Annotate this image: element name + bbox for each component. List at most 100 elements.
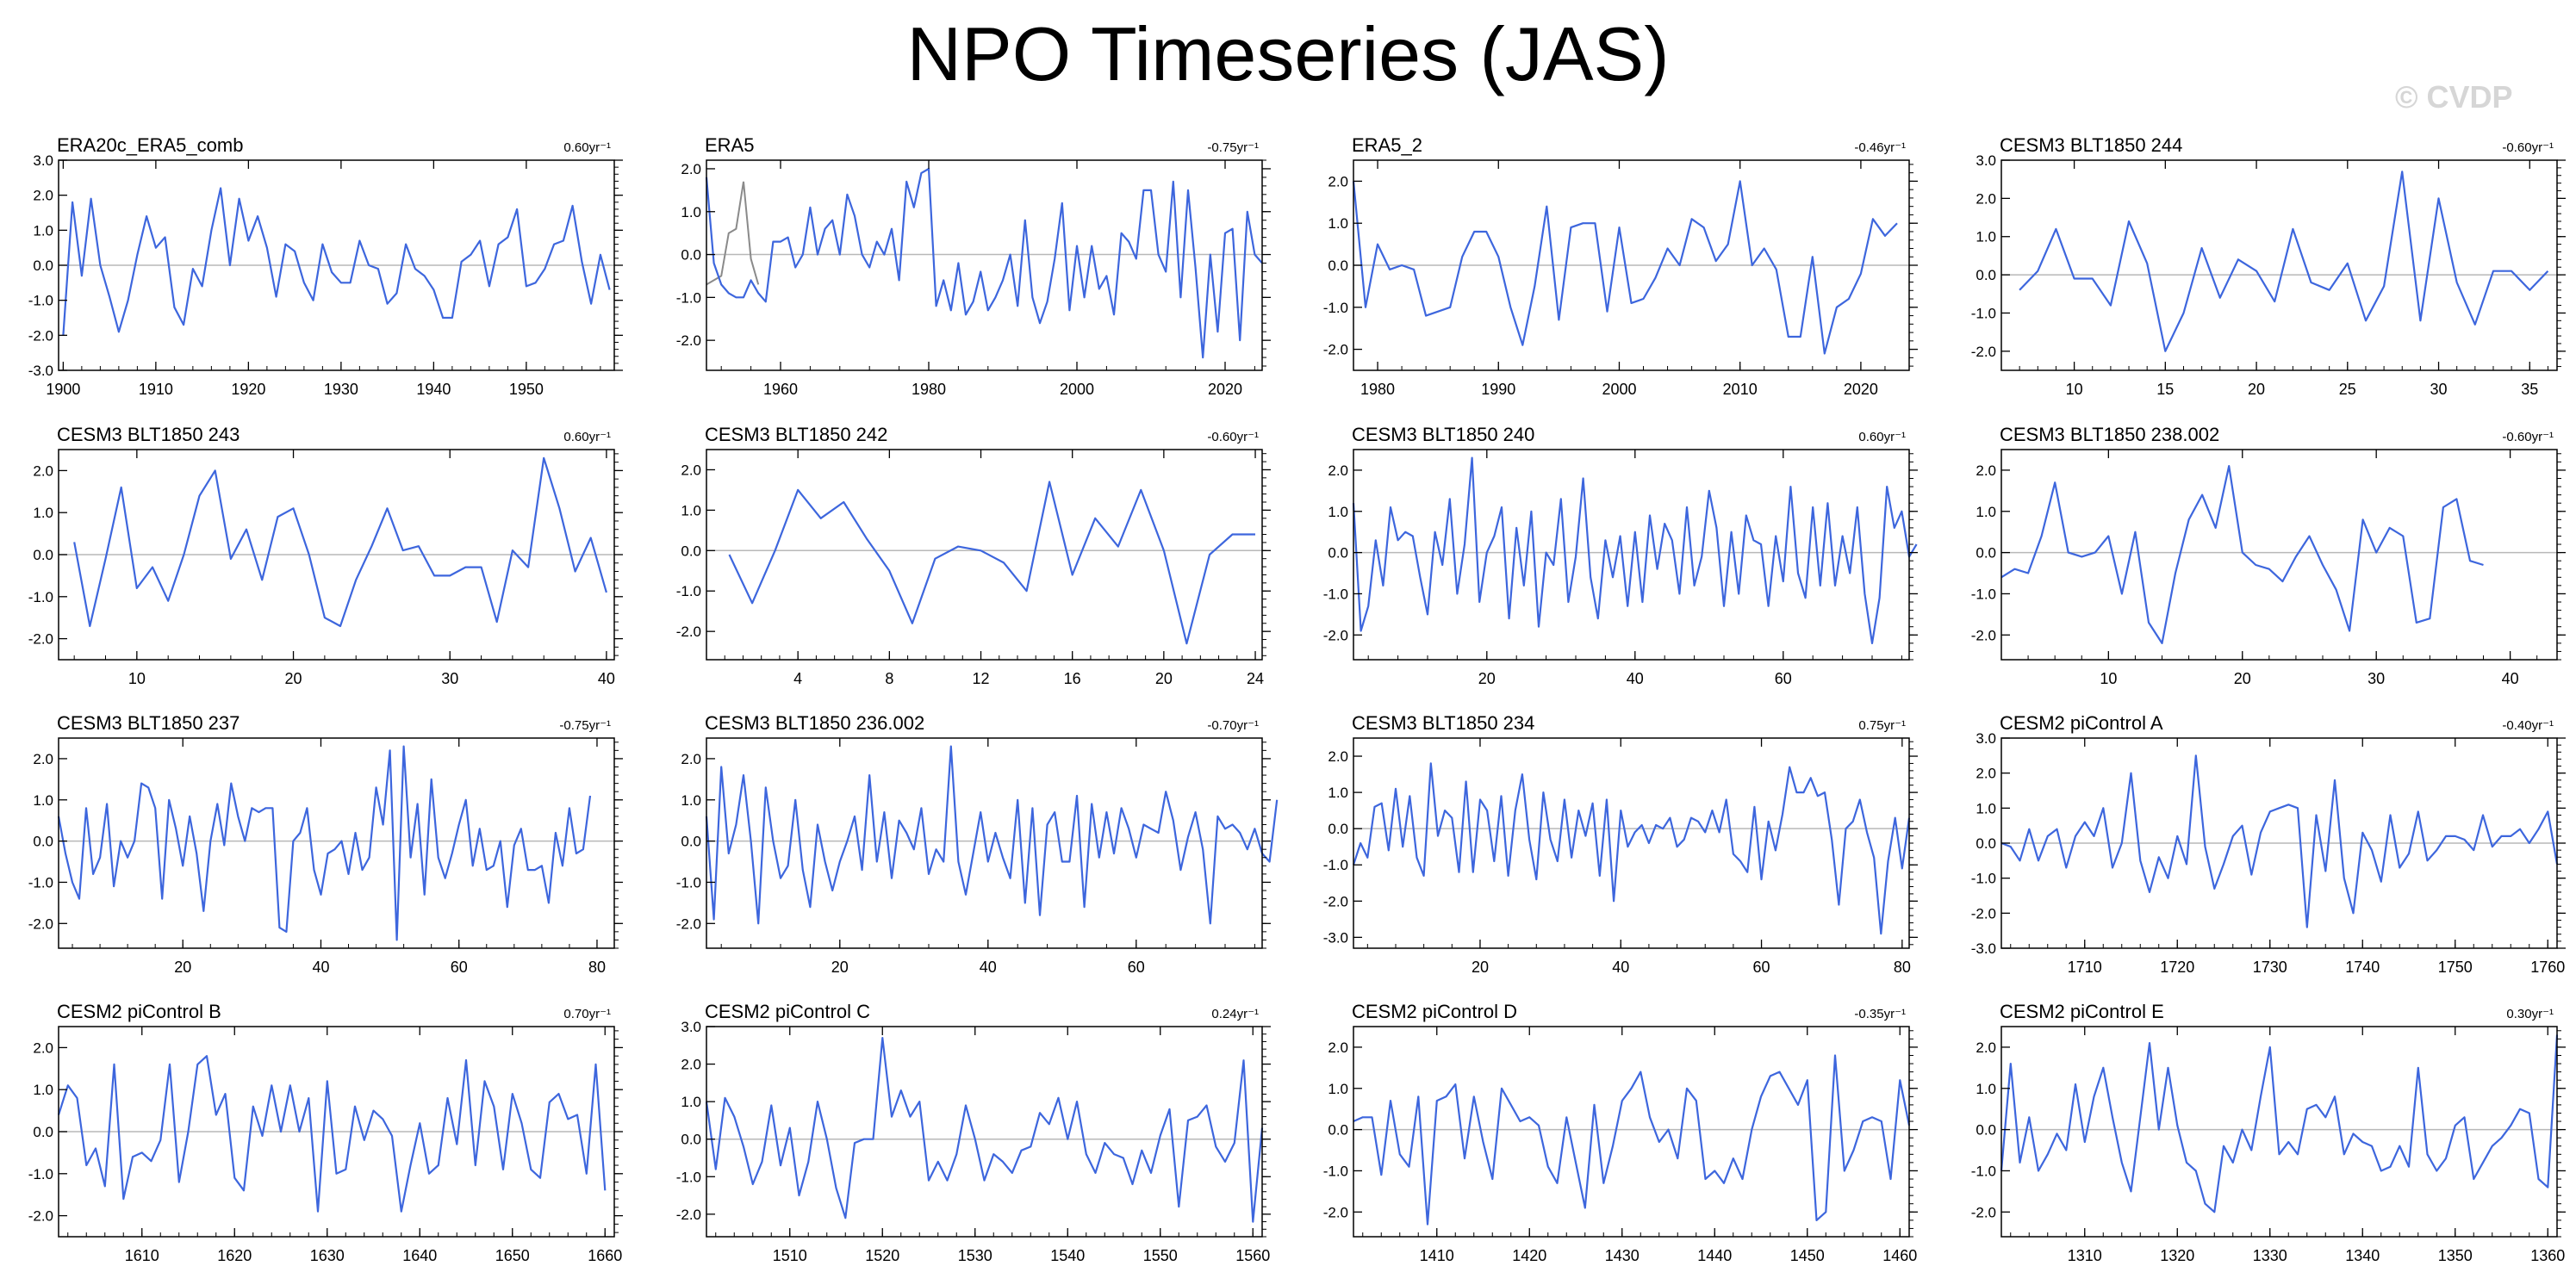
y-tick-label: 1.0 [1976, 800, 1996, 816]
y-tick-label: 3.0 [1976, 152, 1996, 169]
y-tick-label: -2.0 [28, 915, 53, 932]
y-tick-label: -1.0 [28, 1166, 53, 1182]
x-tick-label: 60 [1753, 959, 1770, 976]
y-tick-label: 3.0 [33, 152, 53, 169]
y-tick-label: 0.0 [681, 1132, 701, 1148]
x-tick-label: 40 [598, 670, 615, 687]
y-tick-label: 1.0 [681, 502, 701, 518]
series-line [62, 187, 611, 336]
y-tick-label: 2.0 [681, 751, 701, 767]
y-tick-label: 0.0 [1976, 545, 1996, 562]
y-tick-label: 2.0 [681, 161, 701, 177]
x-tick-label: 80 [1894, 959, 1911, 976]
y-tick-label: 0.0 [1328, 258, 1348, 274]
trend-label: 0.60yr⁻¹ [1858, 430, 1906, 444]
x-tick-label: 30 [2368, 670, 2385, 687]
y-tick-label: -1.0 [1323, 300, 1348, 316]
x-tick-label: 1540 [1050, 1247, 1085, 1264]
trend-label: 0.60yr⁻¹ [563, 140, 611, 155]
x-tick-label: 35 [2521, 381, 2538, 398]
y-tick-label: 1.0 [1328, 1081, 1348, 1097]
plot-frame [1353, 449, 1910, 661]
y-tick-label: 2.0 [33, 462, 53, 479]
x-tick-label: 4 [793, 670, 802, 687]
y-tick-label: 2.0 [681, 1057, 701, 1073]
y-tick-label: -2.0 [676, 1207, 701, 1223]
chart-title: CESM2 piControl E [2000, 1001, 2164, 1022]
y-tick-label: 3.0 [1976, 730, 1996, 747]
y-tick-label: -2.0 [676, 624, 701, 640]
x-tick-label: 1930 [324, 381, 358, 398]
y-tick-label: 2.0 [681, 462, 701, 478]
x-tick-label: 1330 [2253, 1247, 2287, 1264]
y-tick-label: 2.0 [1328, 462, 1348, 479]
plot-frame [706, 737, 1263, 949]
chart-panel: CESM3 BLT1850 244 -0.60yr⁻¹ -2.0 -1.0 0.0 1.0… [1971, 134, 2566, 398]
plot-frame [2000, 449, 2558, 661]
y-tick-label: -1.0 [28, 874, 53, 891]
y-tick-label: -2.0 [28, 1208, 53, 1225]
x-tick-label: 1640 [402, 1247, 437, 1264]
x-tick-label: 1650 [495, 1247, 530, 1264]
x-tick-label: 1440 [1697, 1247, 1732, 1264]
chart-panel: CESM2 piControl E 0.30yr⁻¹ -2.0 -1.0 0.0 1.0 2… [1971, 1001, 2566, 1264]
y-tick-label: -2.0 [1971, 905, 1996, 922]
series-line [728, 481, 1255, 645]
y-tick-label: -1.0 [1971, 871, 1996, 887]
chart-panel: CESM3 BLT1850 243 0.60yr⁻¹ -2.0 -1.0 0.0 1.0 2… [28, 424, 623, 687]
y-tick-label: 1.0 [681, 204, 701, 220]
series-line [2000, 754, 2559, 928]
y-tick-label: 1.0 [681, 1094, 701, 1110]
x-tick-label: 1510 [773, 1247, 807, 1264]
x-tick-label: 1980 [912, 381, 946, 398]
y-tick-label: 2.0 [1328, 173, 1348, 189]
chart-title: CESM2 piControl B [57, 1001, 221, 1022]
watermark: © CVDP [2395, 79, 2513, 115]
x-tick-label: 30 [441, 670, 458, 687]
x-tick-label: 1910 [139, 381, 173, 398]
trend-label: 0.24yr⁻¹ [1211, 1007, 1259, 1021]
series-line [2000, 464, 2484, 645]
x-tick-label: 15 [2156, 381, 2174, 398]
x-tick-label: 1980 [1360, 381, 1395, 398]
x-tick-label: 1740 [2345, 959, 2380, 976]
y-tick-label: 2.0 [1976, 1039, 1996, 1056]
series-line [1352, 180, 1898, 355]
series-line [2000, 1034, 2559, 1213]
x-tick-label: 20 [174, 959, 191, 976]
y-tick-label: 2.0 [1328, 748, 1348, 765]
x-tick-label: 1460 [1882, 1247, 1917, 1264]
y-tick-label: 1.0 [1328, 215, 1348, 232]
trend-label: 0.70yr⁻¹ [563, 1007, 611, 1021]
x-tick-label: 1950 [509, 381, 544, 398]
chart-panel: CESM3 BLT1850 242 -0.60yr⁻¹ -2.0 -1.0 0.0 1.0… [676, 424, 1271, 687]
y-tick-label: -2.0 [1323, 627, 1348, 643]
x-tick-label: 20 [1478, 670, 1496, 687]
trend-label: -0.75yr⁻¹ [1207, 140, 1259, 155]
y-tick-label: 1.0 [1328, 504, 1348, 520]
y-tick-label: 0.0 [1328, 545, 1348, 562]
y-tick-label: 2.0 [1976, 766, 1996, 782]
plot-frame [58, 737, 615, 949]
x-tick-label: 8 [885, 670, 893, 687]
plot-frame [1353, 1026, 1910, 1238]
chart-title: CESM3 BLT1850 238.002 [2000, 424, 2219, 445]
trend-label: 0.75yr⁻¹ [1858, 718, 1906, 733]
x-tick-label: 1420 [1512, 1247, 1546, 1264]
y-tick-label: -3.0 [28, 363, 53, 379]
chart-panel: CESM3 BLT1850 240 0.60yr⁻¹ -2.0 -1.0 0.0 1.0 2… [1323, 424, 1918, 687]
chart-panel: ERA5 -0.75yr⁻¹ -2.0 -1.0 0.0 1.0 2.0 1960 1980 20… [676, 134, 1271, 398]
x-tick-label: 1620 [217, 1247, 252, 1264]
page-title: NPO Timeseries (JAS) [906, 11, 1670, 96]
x-tick-label: 1450 [1790, 1247, 1825, 1264]
x-tick-label: 1360 [2530, 1247, 2565, 1264]
x-tick-label: 20 [285, 670, 302, 687]
x-tick-label: 60 [451, 959, 468, 976]
x-tick-label: 1900 [46, 381, 80, 398]
x-tick-label: 1940 [416, 381, 451, 398]
y-tick-label: 0.0 [681, 543, 701, 559]
x-tick-label: 20 [1472, 959, 1489, 976]
trend-label: -0.75yr⁻¹ [559, 718, 611, 733]
x-tick-label: 1430 [1605, 1247, 1640, 1264]
series-line [705, 167, 1263, 359]
